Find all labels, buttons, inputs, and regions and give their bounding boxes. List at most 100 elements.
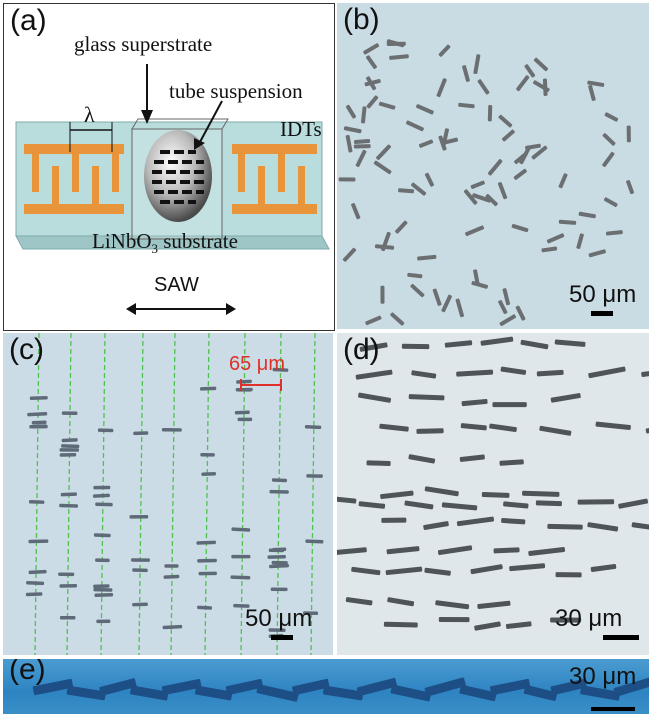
micro-tube	[361, 106, 367, 123]
micro-tube	[356, 370, 393, 380]
scale-label-d: 30 μm	[555, 605, 622, 633]
micro-tube	[425, 486, 459, 496]
micro-tube	[457, 516, 495, 526]
micro-tube	[337, 496, 356, 504]
micro-tube	[390, 312, 405, 326]
micro-tube	[492, 402, 526, 407]
micro-tube	[419, 139, 434, 148]
micro-tube	[423, 521, 449, 530]
scale-label-c: 50 μm	[245, 605, 312, 633]
micro-tube	[559, 220, 577, 225]
micro-tube	[379, 101, 396, 110]
micro-tube	[416, 428, 443, 434]
panel-d-micrograph: (d) 30 μm	[337, 333, 649, 655]
micro-tube	[500, 366, 526, 375]
micro-tube	[602, 133, 616, 147]
tube-suspension-label: tube suspension	[169, 79, 303, 104]
micro-tube	[524, 64, 536, 78]
micro-tube	[345, 104, 356, 119]
micro-tube	[474, 621, 501, 630]
micro-tube	[406, 120, 425, 131]
micro-tube	[627, 126, 631, 143]
micro-tube	[425, 172, 435, 187]
micro-tube	[461, 423, 487, 430]
micro-tube	[439, 617, 470, 622]
micro-tube	[366, 95, 379, 109]
scale-bar-c	[271, 635, 293, 640]
micro-tube	[417, 255, 436, 261]
micro-tube	[533, 80, 551, 93]
micro-tube	[438, 545, 473, 555]
micro-tube	[366, 460, 390, 466]
lambda-label: λ	[84, 102, 95, 128]
micro-tube	[436, 78, 447, 98]
scale-bar-e	[591, 707, 635, 711]
micro-tube	[501, 518, 525, 525]
micro-tube	[363, 43, 380, 55]
micro-tube	[525, 144, 541, 150]
tubes-zigzag-chain	[3, 659, 649, 714]
micro-tube	[354, 139, 370, 144]
micro-tube	[390, 684, 431, 701]
micro-tube	[379, 424, 409, 432]
micro-tube	[539, 426, 571, 436]
micro-tube	[386, 567, 423, 576]
micro-tube	[513, 168, 527, 180]
micro-tube	[578, 212, 596, 219]
micro-tube	[376, 144, 392, 160]
micro-tube	[576, 233, 584, 249]
micro-tube	[645, 422, 649, 434]
micro-tube	[631, 522, 649, 530]
micro-tube	[424, 568, 451, 576]
micro-tube	[346, 597, 373, 606]
idts-label: IDTs	[280, 117, 322, 142]
micro-tube	[344, 126, 362, 133]
panel-b-label: (b)	[343, 3, 380, 37]
micro-tube	[358, 501, 385, 509]
micro-tube	[499, 314, 516, 327]
micro-tube	[516, 75, 530, 92]
scale-label-b: 50 μm	[569, 281, 636, 309]
substrate-label: LiNbO3 substrate	[92, 229, 238, 257]
micro-tube	[381, 518, 406, 523]
micro-tube	[477, 79, 490, 95]
micro-tube	[365, 55, 377, 70]
micro-tube	[408, 454, 435, 464]
panel-d-label: (d)	[343, 333, 380, 367]
micro-tube	[416, 104, 435, 115]
micro-tube	[438, 44, 451, 57]
micro-tube	[520, 340, 548, 350]
micro-tube	[432, 288, 441, 306]
panel-c-micrograph: (c) 65 μm 50 μm	[3, 333, 333, 655]
micro-tube	[470, 180, 485, 189]
micro-tube	[387, 597, 414, 606]
micro-tube	[606, 230, 623, 236]
micro-tube	[351, 203, 361, 220]
micro-tube	[402, 344, 429, 349]
micro-tube	[558, 173, 568, 189]
micro-tube	[591, 564, 617, 572]
micro-tube	[480, 336, 513, 345]
micro-tube	[445, 340, 473, 348]
micro-tube	[339, 177, 356, 181]
micro-tube	[555, 339, 586, 347]
micro-tube	[354, 144, 371, 149]
glass-superstrate-label: glass superstrate	[74, 32, 212, 57]
micro-tube	[551, 393, 581, 403]
micro-tube	[461, 399, 487, 406]
micro-tube	[342, 247, 356, 262]
micro-tube	[547, 233, 565, 244]
micro-tube	[373, 160, 392, 174]
micro-tube	[502, 288, 510, 306]
micro-tube	[536, 500, 562, 506]
micro-tube	[458, 103, 475, 109]
micro-tube	[365, 315, 382, 325]
micro-tube	[470, 564, 503, 574]
micro-tube	[455, 298, 464, 317]
micro-tube	[435, 600, 469, 609]
micro-tube	[595, 422, 631, 431]
micro-tube	[588, 85, 596, 102]
micro-tube	[641, 368, 649, 377]
panel-e-label: (e)	[9, 659, 46, 687]
scale-label-e: 30 μm	[569, 663, 636, 691]
